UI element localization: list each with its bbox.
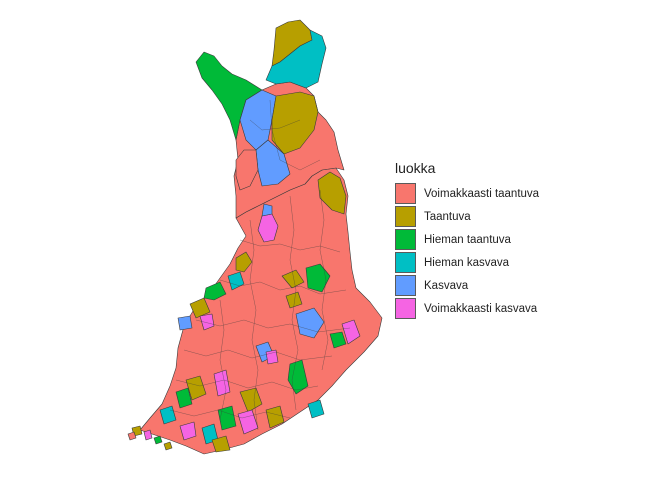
municipality-borders [169,99,351,431]
region-wc-4 [189,297,211,319]
region-w-coast [235,149,259,191]
region-wc-3 [227,271,245,291]
island-4 [127,431,137,441]
legend: luokka Voimakkaasti taantuva Taantuva Hi… [395,160,539,320]
region-s-taan [239,387,263,413]
region-sw-vk2 [179,421,197,441]
region-central-k [261,203,273,217]
legend-label: Voimakkaasti kasvava [424,302,538,315]
region-wc-6 [177,315,193,331]
region-s-green [287,359,309,395]
region-se-hk [329,331,347,349]
region-s-hk [307,399,325,419]
legend-title: luokka [395,160,436,176]
region-sw-taan [185,375,207,401]
region-c-taan [285,291,303,309]
region-arm-east [265,29,327,89]
region-n-kasvava2 [255,139,291,187]
region-sc-vk [265,349,279,365]
legend-item-hieman-kasvava: Hieman kasvava [395,251,539,274]
legend-swatch [395,206,416,227]
region-s-taan3 [211,435,231,453]
legend-item-voimakkaasti-taantuva: Voimakkaasti taantuva [395,182,539,205]
legend-label: Hieman taantuva [424,233,511,246]
legend-swatch [395,298,416,319]
municipality-regions [127,19,383,455]
legend-swatch [395,275,416,296]
legend-swatch [395,229,416,250]
region-base [139,167,383,455]
legend-item-hieman-taantuva: Hieman taantuva [395,228,539,251]
legend-label: Voimakkaasti taantuva [424,187,540,200]
region-e-taantuva [317,171,347,215]
island-5 [163,441,173,451]
region-sw-green [175,387,193,409]
region-c-kas [295,307,325,339]
region-se-vk [341,319,361,345]
island-2 [143,429,153,441]
region-s-taan2 [265,405,285,429]
legend-item-taantuva: Taantuva [395,205,539,228]
legend-swatch [395,252,416,273]
region-wc-2 [203,281,227,301]
region-s-vk [237,409,259,435]
legend-label: Hieman kasvava [424,256,510,269]
legend-item-voimakkaasti-kasvava: Voimakkaasti kasvava [395,297,539,320]
legend-label: Taantuva [424,210,471,223]
region-wc-1 [235,251,253,273]
legend-label: Kasvava [424,279,469,292]
region-s-green2 [217,405,237,431]
legend-swatch [395,183,416,204]
region-e-taan [281,269,305,289]
legend-item-kasvava: Kasvava [395,274,539,297]
island-3 [153,435,163,445]
region-wc-5 [199,313,215,331]
